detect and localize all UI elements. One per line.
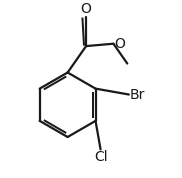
Text: Br: Br	[130, 88, 145, 101]
Text: O: O	[114, 37, 125, 51]
Text: O: O	[81, 2, 92, 16]
Text: Cl: Cl	[94, 150, 107, 164]
